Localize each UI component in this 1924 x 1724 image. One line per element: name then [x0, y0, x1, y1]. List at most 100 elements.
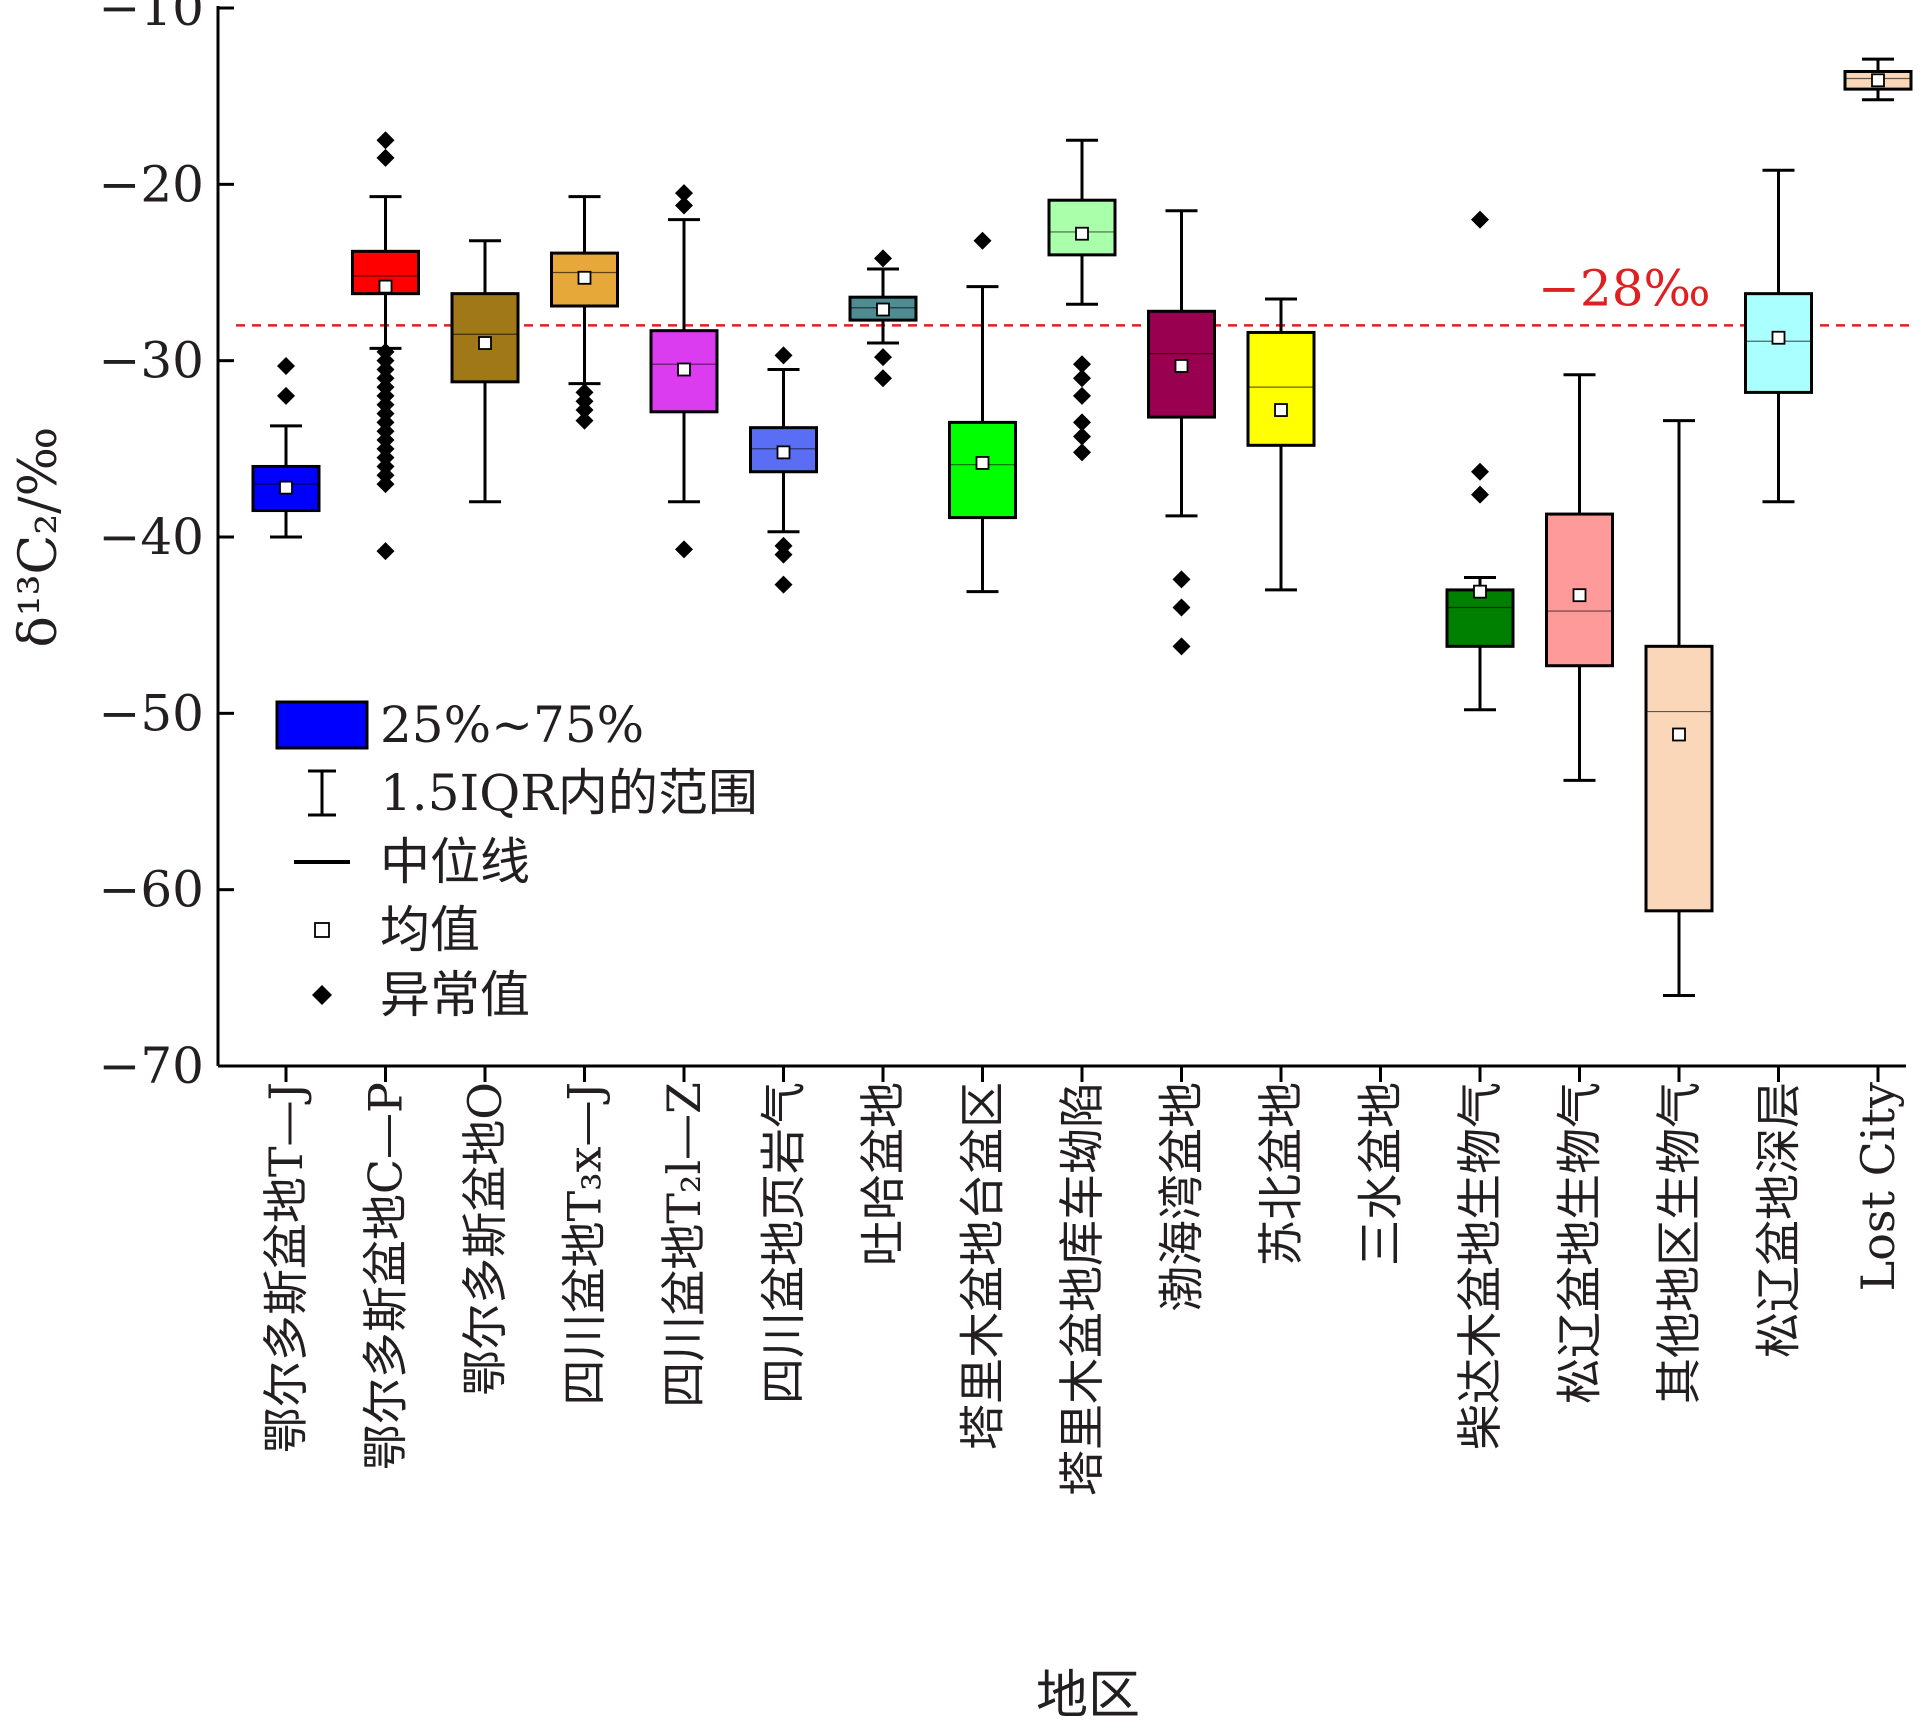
y-tick-label: −70	[98, 1037, 204, 1095]
mean-marker	[776, 445, 791, 460]
x-tick-label: 苏北盆地	[1254, 1082, 1308, 1266]
legend-label: 中位线	[380, 833, 530, 891]
mean-marker	[279, 480, 293, 495]
outlier-point	[874, 369, 892, 388]
legend-item: 1.5IQR内的范围	[308, 764, 758, 822]
iqr-box	[1644, 644, 1714, 913]
mean-marker	[577, 270, 592, 285]
outlier-point	[575, 411, 594, 430]
y-tick-label: −50	[98, 684, 204, 742]
legend-label: 1.5IQR内的范围	[380, 764, 758, 822]
outlier-point	[774, 346, 793, 365]
outlier-point	[376, 131, 395, 150]
y-tick-label: −20	[98, 155, 204, 213]
mean-marker	[1473, 584, 1487, 599]
outlier-point	[1471, 462, 1489, 481]
x-tick-label: 鄂尔多斯盆地T—J	[259, 1082, 313, 1453]
category-group	[1545, 373, 1614, 782]
y-tick-label: −40	[98, 508, 204, 566]
iqr-box	[749, 426, 818, 474]
legend-outlier-icon	[312, 985, 332, 1005]
mean-marker	[1771, 330, 1786, 345]
category-group	[1445, 210, 1515, 712]
category-group	[948, 231, 1017, 594]
outlier-point	[1172, 637, 1191, 656]
x-tick-label: 四川盆地页岩气	[757, 1082, 811, 1404]
outlier-point	[774, 545, 793, 564]
y-tick-label: −60	[98, 861, 204, 919]
legend-label: 异常值	[380, 966, 530, 1024]
mean-marker	[1672, 727, 1686, 742]
iqr-box	[948, 420, 1017, 520]
category-group	[1246, 297, 1316, 592]
category-group	[1843, 57, 1913, 102]
mean-marker	[1174, 359, 1189, 373]
category-group	[1744, 168, 1813, 504]
outlier-point	[1073, 369, 1091, 388]
outlier-point	[376, 148, 395, 167]
boxes-layer	[251, 57, 1913, 997]
category-group	[649, 184, 719, 559]
category-group	[749, 346, 818, 594]
x-tick-label: 三水盆地	[1354, 1082, 1408, 1266]
x-tick-label: 鄂尔多斯盆地C—P	[359, 1082, 413, 1470]
category-group	[1644, 419, 1714, 997]
y-axis-title: δ¹³C₂/‰	[9, 427, 69, 648]
outlier-point	[376, 542, 395, 561]
legend-item: 25%~75%	[275, 696, 644, 754]
iqr-box	[550, 251, 619, 308]
outlier-point	[1073, 386, 1091, 405]
outlier-point	[277, 386, 295, 405]
mean-marker	[975, 456, 990, 470]
mean-marker	[1572, 588, 1587, 603]
x-tick-label: 吐哈盆地	[856, 1082, 910, 1266]
category-group	[1147, 209, 1216, 656]
legend-item: 均值	[314, 901, 480, 959]
category-group	[251, 356, 321, 539]
category-group	[351, 131, 420, 561]
axes-layer: −10 −20 −30 −40 −50 −60 −70 鄂尔多斯盆地T—J 鄂尔多斯盆地C—P 鄂…	[98, 0, 1906, 1496]
iqr-box	[1246, 330, 1316, 447]
x-tick-label: 渤海湾盆地	[1155, 1082, 1209, 1312]
x-tick-label: 四川盆地T₂l—Z	[657, 1082, 711, 1408]
x-tick-label: 塔里木盆地台盆区	[956, 1082, 1010, 1450]
category-group	[1047, 138, 1117, 462]
x-tick-label: 鄂尔多斯盆地O	[458, 1082, 512, 1396]
x-tick-label: 松辽盆地生物气	[1553, 1082, 1607, 1404]
outlier-point	[1471, 210, 1489, 229]
outlier-point	[1073, 413, 1091, 432]
x-tick-label: 松辽盆地深层	[1752, 1082, 1806, 1358]
outlier-point	[973, 231, 992, 250]
outlier-point	[277, 356, 295, 375]
x-axis-title: 地区	[1036, 1666, 1140, 1719]
legend-item: 中位线	[294, 833, 530, 891]
outlier-point	[675, 540, 693, 559]
legend-item: 异常值	[312, 966, 530, 1024]
iqr-box	[1147, 309, 1216, 419]
legend-mean-icon	[314, 922, 330, 938]
mean-marker	[1075, 226, 1089, 241]
reference-line-label: −28‰	[1538, 259, 1711, 317]
outlier-point	[1172, 598, 1191, 617]
outlier-point	[774, 575, 793, 594]
legend-label: 25%~75%	[380, 696, 644, 754]
outlier-point	[874, 249, 892, 268]
x-tick-label: 柴达木盆地生物气	[1453, 1082, 1507, 1450]
outlier-point	[575, 401, 594, 420]
mean-marker	[1871, 73, 1885, 88]
x-tick-label: Lost City	[1851, 1082, 1905, 1291]
category-group	[848, 249, 918, 388]
outlier-point	[1073, 427, 1091, 446]
category-group	[550, 195, 619, 430]
mean-marker	[478, 336, 492, 350]
mean-marker	[876, 302, 890, 317]
outlier-point	[1073, 355, 1091, 374]
legend-label: 均值	[380, 901, 480, 959]
outlier-point	[1471, 485, 1489, 504]
outlier-point	[376, 475, 395, 494]
outlier-point	[874, 348, 892, 367]
x-tick-label: 其他地区生物气	[1652, 1082, 1706, 1404]
